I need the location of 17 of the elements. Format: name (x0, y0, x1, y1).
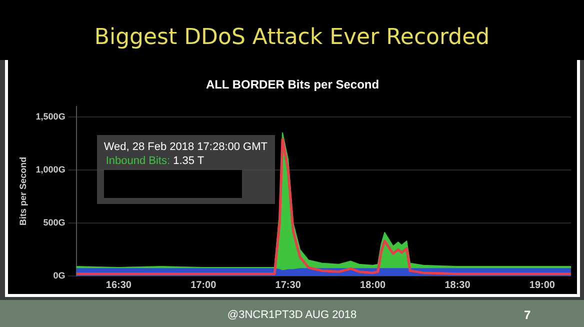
y-tick-label: 500G (43, 217, 66, 228)
tooltip-panel: Wed, 28 Feb 2018 17:28:00 GMT Inbound Bits: 1.35 T (96, 134, 274, 204)
y-axis-title: Bits per Second (18, 156, 28, 226)
annotation: Wed, 28 Feb 2018 17:28:00 GMT Inbound Bits: 1.35 T (104, 140, 268, 168)
chart-subtitle: ALL BORDER Bits per Second (206, 78, 380, 92)
y-tick-label: 0G (53, 270, 66, 280)
x-tick-label: 19:00 (529, 280, 556, 291)
x-tick-label: 17:30 (275, 280, 302, 291)
x-tick-label: 17:00 (190, 280, 217, 291)
y-tick-label: 1,500G (36, 111, 66, 122)
y-tick-label: 1,000G (36, 164, 66, 174)
x-tick-label: 18:30 (444, 280, 471, 291)
x-tick-label: 16:30 (106, 280, 132, 291)
text: @3NCR1PT3D AUG 2018 (227, 309, 357, 321)
text: 7 (524, 308, 531, 322)
chart-title: Biggest DDoS Attack Ever Recorded (0, 0, 584, 60)
x-tick-label: 18:00 (360, 280, 386, 291)
